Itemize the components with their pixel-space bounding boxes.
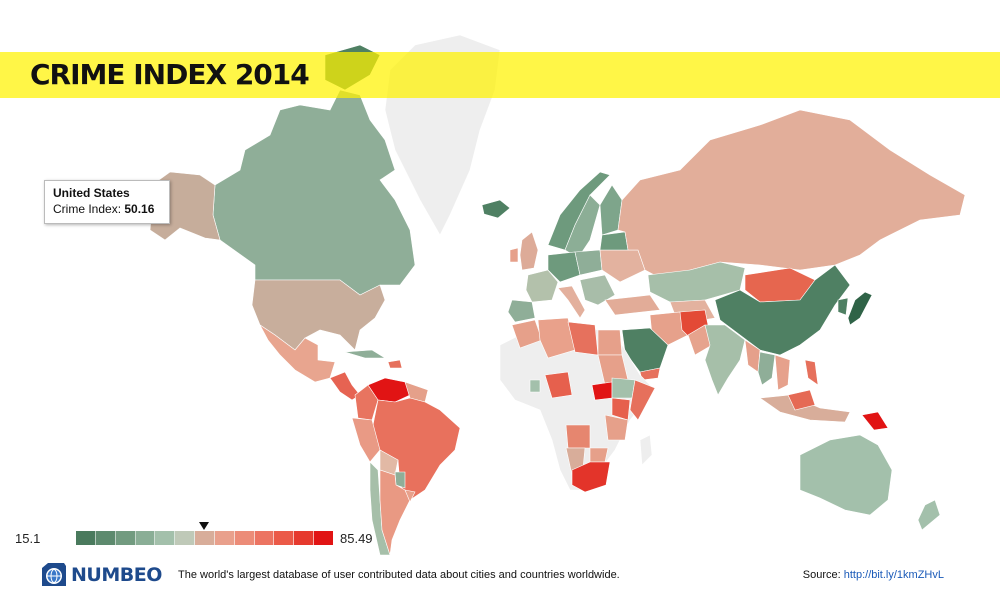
country-somalia[interactable] xyxy=(629,379,656,421)
country-colombia[interactable] xyxy=(354,384,379,421)
country-madagascar[interactable] xyxy=(639,434,653,466)
legend-marker-icon xyxy=(199,522,209,530)
legend-swatch xyxy=(294,531,315,545)
country-korea[interactable] xyxy=(837,297,849,316)
legend-swatch xyxy=(155,531,176,545)
tagline: The world's largest database of user con… xyxy=(178,569,620,581)
country-new-zealand[interactable] xyxy=(917,499,941,531)
tooltip-country: United States xyxy=(53,186,130,200)
country-tanzania[interactable] xyxy=(604,414,629,441)
title-band xyxy=(0,52,1000,98)
country-ireland[interactable] xyxy=(509,247,519,263)
legend-min-label: 15.1 xyxy=(15,531,41,546)
legend-swatch xyxy=(175,531,196,545)
country-papua-new-guinea[interactable] xyxy=(861,411,889,431)
legend-swatch xyxy=(274,531,295,545)
country-australia[interactable] xyxy=(799,434,893,516)
country-mexico[interactable] xyxy=(259,324,336,383)
country-cuba[interactable] xyxy=(344,349,387,359)
country-iceland[interactable] xyxy=(481,199,511,219)
country-peru[interactable] xyxy=(351,417,381,463)
tooltip-value: 50.16 xyxy=(124,202,155,216)
country-philippines[interactable] xyxy=(804,359,819,386)
legend-swatch xyxy=(214,531,235,545)
country-ghana[interactable] xyxy=(529,379,541,393)
country-turkey[interactable] xyxy=(604,294,661,316)
brand-name: NUMBEO xyxy=(71,564,162,586)
country-caribbean[interactable] xyxy=(387,359,403,369)
tooltip-label: Crime Index: xyxy=(53,202,122,216)
legend-swatch xyxy=(115,531,136,545)
country-china[interactable] xyxy=(714,264,851,356)
country-belarus[interactable] xyxy=(599,231,629,251)
numbeo-globe-icon xyxy=(42,563,66,586)
country-ethiopia[interactable] xyxy=(611,377,636,399)
country-spain[interactable] xyxy=(507,299,536,323)
country-borneo[interactable] xyxy=(787,389,816,411)
numbeo-logo[interactable]: NUMBEO xyxy=(40,562,162,588)
legend-swatch xyxy=(76,531,96,545)
country-ukraine[interactable] xyxy=(599,249,646,283)
country-canada[interactable] xyxy=(212,89,416,296)
legend-swatch xyxy=(95,531,116,545)
legend-color-scale xyxy=(76,531,333,545)
source-label: Source: xyxy=(802,569,841,581)
country-south-sudan[interactable] xyxy=(591,381,613,401)
legend-swatch xyxy=(195,531,215,545)
country-uk[interactable] xyxy=(519,231,539,271)
tooltip-row: Crime Index: 50.16 xyxy=(53,201,161,218)
source-link[interactable]: http://bit.ly/1kmZHvL xyxy=(843,569,944,581)
country-russia[interactable] xyxy=(617,109,966,279)
country-egypt[interactable] xyxy=(597,329,623,356)
country-germany[interactable] xyxy=(547,251,581,283)
country-tooltip: United States Crime Index: 50.16 xyxy=(44,180,170,224)
country-argentina[interactable] xyxy=(379,469,411,556)
legend-swatch xyxy=(234,531,255,545)
country-nigeria[interactable] xyxy=(544,371,573,399)
country-thailand[interactable] xyxy=(757,351,776,386)
legend-swatch xyxy=(254,531,275,545)
country-angola[interactable] xyxy=(565,424,591,449)
map-title: CRIME INDEX 2014 xyxy=(30,58,310,91)
country-italy[interactable] xyxy=(557,285,586,319)
country-zimbabwe[interactable] xyxy=(589,447,609,463)
country-india[interactable] xyxy=(704,324,746,396)
country-algeria[interactable] xyxy=(537,317,576,359)
source: Source: http://bit.ly/1kmZHvL xyxy=(803,569,944,581)
country-japan[interactable] xyxy=(847,291,873,326)
country-poland[interactable] xyxy=(574,249,603,276)
legend-max-label: 85.49 xyxy=(340,531,373,546)
legend-swatch xyxy=(314,531,333,545)
country-south-africa[interactable] xyxy=(571,461,611,493)
legend-swatch xyxy=(135,531,156,545)
country-vietnam[interactable] xyxy=(774,354,791,391)
country-uruguay[interactable] xyxy=(404,489,416,503)
